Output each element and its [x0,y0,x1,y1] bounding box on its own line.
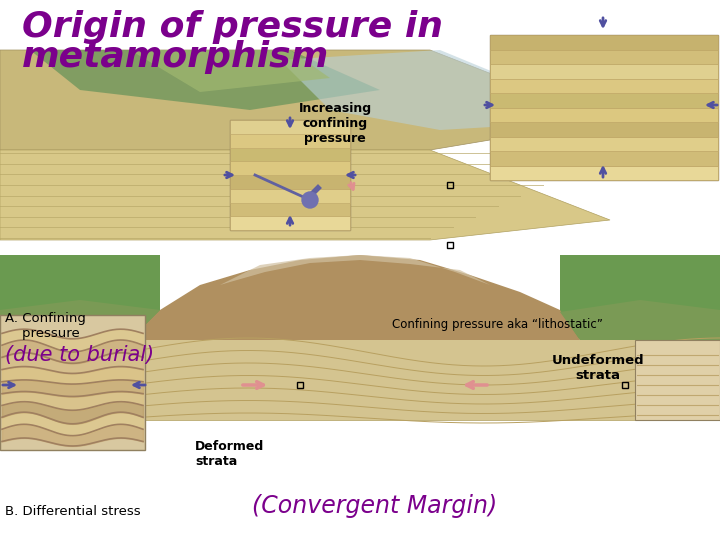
Bar [490,165,718,180]
Bar [490,122,718,137]
Bar [490,151,718,165]
Bar [490,35,718,180]
Bar [490,137,718,151]
Bar [490,93,718,107]
Bar [230,120,350,230]
Text: B. Differential stress: B. Differential stress [5,505,140,518]
Bar [0,315,145,450]
Bar [490,107,718,122]
Bar [490,78,718,93]
Text: (Convergent Margin): (Convergent Margin) [252,494,498,518]
Text: A. Confining
    pressure: A. Confining pressure [5,312,86,340]
Bar [230,120,350,134]
Text: (due to burial): (due to burial) [5,345,154,365]
Bar [0,250,160,340]
Bar [490,50,718,64]
Text: metamorphism: metamorphism [22,40,329,74]
Text: Undeformed
strata: Undeformed strata [552,354,644,382]
Circle shape [302,192,318,208]
Bar [0,243,720,255]
Bar [230,202,350,216]
Bar [230,147,350,161]
Polygon shape [280,50,610,130]
Polygon shape [30,50,380,110]
Bar [560,250,720,340]
Text: Increasing
confining
pressure: Increasing confining pressure [298,102,372,145]
Polygon shape [0,150,610,240]
Text: Origin of pressure in: Origin of pressure in [22,10,443,44]
Polygon shape [560,300,720,340]
Polygon shape [130,50,330,92]
Bar [230,216,350,230]
Bar [230,189,350,202]
Bar [230,134,350,147]
Polygon shape [0,300,160,340]
Bar [0,338,720,420]
Bar [230,161,350,175]
Polygon shape [220,255,490,285]
Bar [635,340,720,420]
Polygon shape [130,255,580,340]
Text: Deformed
strata: Deformed strata [195,440,264,468]
Text: Confining pressure aka “lithostatic”: Confining pressure aka “lithostatic” [392,318,603,331]
Bar [230,175,350,189]
Polygon shape [0,50,610,150]
Bar [490,64,718,78]
Bar [490,35,718,50]
